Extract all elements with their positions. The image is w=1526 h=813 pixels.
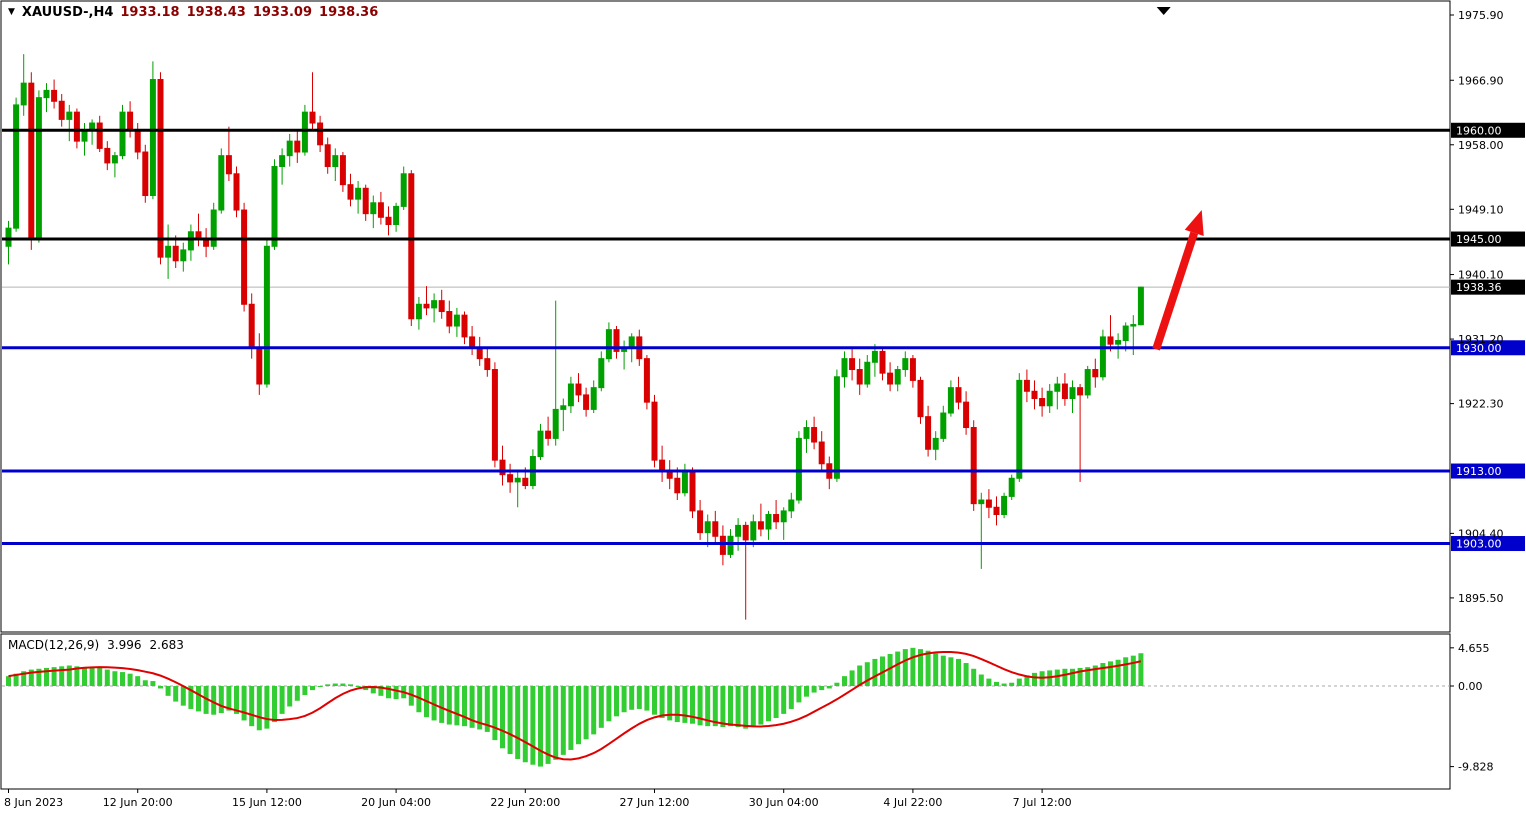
svg-text:15 Jun 12:00: 15 Jun 12:00 bbox=[232, 796, 302, 809]
macd-indicator-label: MACD(12,26,9) 3.996 2.683 bbox=[8, 638, 184, 652]
price-badge-1903.00: 1903.00 bbox=[1451, 536, 1525, 552]
price-badge-1960.00: 1960.00 bbox=[1451, 122, 1525, 138]
svg-text:1913.00: 1913.00 bbox=[1456, 465, 1502, 478]
ohlc-low-value: 1933.09 bbox=[252, 5, 313, 20]
macd-signal-line bbox=[8, 650, 1142, 761]
svg-text:4 Jul 22:00: 4 Jul 22:00 bbox=[883, 796, 942, 809]
svg-text:4.655: 4.655 bbox=[1458, 642, 1490, 655]
svg-text:1940.10: 1940.10 bbox=[1458, 269, 1504, 282]
svg-text:1931.20: 1931.20 bbox=[1458, 333, 1504, 346]
ohlc-close-value: 1938.36 bbox=[319, 5, 379, 20]
svg-text:-9.828: -9.828 bbox=[1458, 761, 1493, 774]
svg-text:1949.10: 1949.10 bbox=[1458, 203, 1504, 216]
one-click-trading-arrow-icon[interactable]: ▼ bbox=[8, 7, 15, 17]
svg-text:1960.00: 1960.00 bbox=[1456, 124, 1502, 137]
time-axis[interactable]: 8 Jun 2023 12 Jun 20:00 15 Jun 12:00 20 Jun… bbox=[4, 789, 1072, 809]
price-badge-1930.00: 1930.00 bbox=[1451, 340, 1525, 356]
price-badge-1945.00: 1945.00 bbox=[1451, 231, 1525, 247]
svg-text:27 Jun 12:00: 27 Jun 12:00 bbox=[620, 796, 690, 809]
svg-text:7 Jul 12:00: 7 Jul 12:00 bbox=[1013, 796, 1072, 809]
trend-arrow[interactable] bbox=[1152, 210, 1204, 351]
svg-text:30 Jun 04:00: 30 Jun 04:00 bbox=[749, 796, 819, 809]
macd-main-value: 3.996 bbox=[107, 638, 142, 652]
chart-header: ▼ XAUUSD-,H4 1933.18 1938.43 1933.09 193… bbox=[8, 5, 378, 20]
price-badge-1913.00: 1913.00 bbox=[1451, 463, 1525, 479]
main-panel-border bbox=[0, 0, 1451, 633]
price-badge-current: 1938.36 bbox=[1451, 279, 1525, 295]
svg-text:8 Jun 2023: 8 Jun 2023 bbox=[4, 796, 63, 809]
svg-text:1903.00: 1903.00 bbox=[1456, 538, 1502, 551]
price-axis[interactable]: 1975.90 1966.90 1958.00 1949.10 1940.10 1931.… bbox=[1450, 9, 1504, 774]
svg-text:20 Jun 04:00: 20 Jun 04:00 bbox=[361, 796, 431, 809]
svg-text:1895.50: 1895.50 bbox=[1458, 592, 1504, 605]
svg-text:1958.00: 1958.00 bbox=[1458, 139, 1504, 152]
svg-text:22 Jun 20:00: 22 Jun 20:00 bbox=[490, 796, 560, 809]
svg-text:12 Jun 20:00: 12 Jun 20:00 bbox=[103, 796, 173, 809]
ohlc-open-value: 1933.18 bbox=[120, 5, 180, 20]
svg-text:1966.90: 1966.90 bbox=[1458, 74, 1504, 87]
svg-text:0.00: 0.00 bbox=[1458, 680, 1483, 693]
macd-signal-value: 2.683 bbox=[149, 638, 184, 652]
svg-text:1922.30: 1922.30 bbox=[1458, 398, 1504, 411]
svg-text:1938.36: 1938.36 bbox=[1456, 281, 1502, 294]
ohlc-high-value: 1938.43 bbox=[186, 5, 246, 20]
macd-name: MACD(12,26,9) bbox=[8, 638, 100, 652]
shift-marker-icon[interactable] bbox=[1156, 7, 1171, 15]
svg-text:1975.90: 1975.90 bbox=[1458, 9, 1504, 22]
svg-text:1904.40: 1904.40 bbox=[1458, 527, 1504, 540]
symbol-period-label: XAUUSD-,H4 bbox=[21, 5, 114, 20]
svg-text:1945.00: 1945.00 bbox=[1456, 233, 1502, 246]
macd-panel-border bbox=[0, 633, 1451, 790]
svg-text:1930.00: 1930.00 bbox=[1456, 342, 1502, 355]
candles-group bbox=[5, 54, 1144, 620]
